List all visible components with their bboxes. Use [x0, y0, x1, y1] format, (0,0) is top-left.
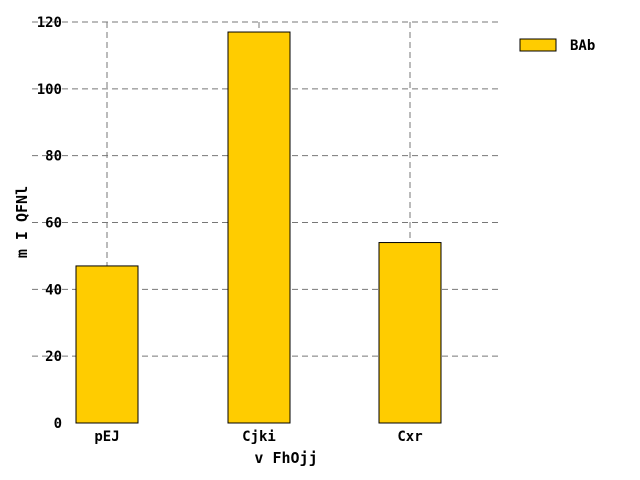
y-tick-label: 80	[45, 149, 62, 165]
legend-swatch	[519, 38, 557, 52]
bar-pEJ	[75, 265, 139, 424]
legend: BAb	[519, 38, 595, 54]
y-axis-ticks: 0 20 40 60 80 100 120	[37, 15, 62, 432]
y-tick-label: 0	[54, 416, 62, 432]
x-axis-ticks: pEJ Cjki Cxr	[94, 429, 422, 445]
y-tick-label: 100	[37, 82, 62, 98]
x-tick-label: Cjki	[242, 429, 276, 445]
bar-Cjki	[227, 31, 291, 424]
y-tick-label: 40	[45, 282, 62, 298]
y-tick-label: 60	[45, 216, 62, 232]
x-tick-label: pEJ	[94, 429, 119, 445]
y-tick-label: 120	[37, 15, 62, 31]
y-tick-label: 20	[45, 349, 62, 365]
x-tick-label: Cxr	[397, 429, 422, 445]
x-axis-label: v FhOjj	[254, 449, 317, 467]
bar-Cxr	[378, 242, 442, 424]
legend-label: BAb	[570, 38, 595, 54]
bars	[75, 31, 442, 424]
y-axis-label: m I QFNl	[13, 186, 31, 258]
